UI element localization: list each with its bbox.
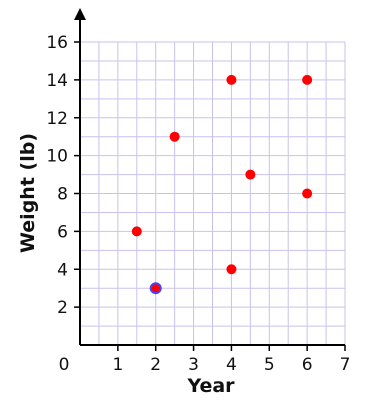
x-tick-label: 3 [188,355,199,375]
highlighted-data-point [149,282,162,295]
y-tick-label: 4 [57,260,68,280]
x-tick-label: 5 [264,355,275,375]
y-tick-label: 10 [46,147,68,167]
data-point [302,188,313,199]
x-tick-label: 7 [340,355,351,375]
data-points [131,74,313,295]
data-point [226,264,237,275]
data-point [302,74,313,85]
y-tick-label: 6 [57,222,68,242]
y-tick-label: 14 [46,71,68,91]
y-tick-label: 8 [57,185,68,205]
y-tick-label: 2 [57,298,68,318]
y-tick-label: 16 [46,33,68,53]
data-point [226,74,237,85]
grid [80,41,346,345]
y-tick-label: 12 [46,109,68,129]
data-point [245,169,256,180]
axes [74,8,345,346]
x-tick-label: 1 [112,355,123,375]
x-tick-label: 6 [302,355,313,375]
data-point [169,131,180,142]
data-point [131,226,142,237]
x-tick-label: 2 [150,355,161,375]
y-axis-title: Weight (lb) [17,133,39,253]
x-axis-title: Year [186,375,235,397]
origin-tick-label: 0 [59,355,70,375]
y-axis-arrow [74,8,86,20]
x-tick-label: 4 [226,355,237,375]
